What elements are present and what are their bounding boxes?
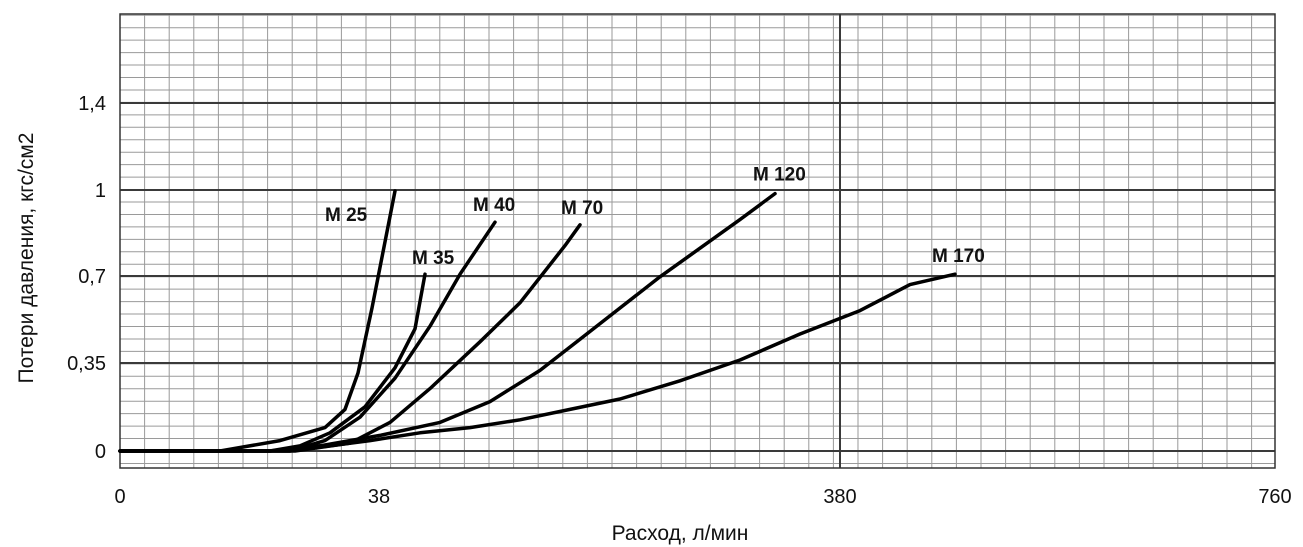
series-line (118, 189, 397, 453)
series-label: М 70 (561, 198, 603, 219)
x-tick-label: 760 (1258, 486, 1291, 508)
tick-labels: 0 38 380 760 0 0,35 0,7 1 1,4 (67, 93, 1292, 508)
y-tick-label: 1,4 (78, 93, 106, 115)
series-label: М 35 (412, 248, 455, 269)
x-tick-label: 38 (368, 486, 390, 508)
series-label: М 40 (473, 195, 515, 216)
plot-frame (119, 13, 1276, 469)
y-tick-label: 1 (95, 180, 106, 202)
chart-grid (119, 14, 1275, 468)
x-tick-label: 0 (114, 486, 125, 508)
y-axis-title: Потери давления, кгс/см2 (15, 133, 38, 384)
series-labels: М 25 М 35 М 40 М 70 М 120 М 170 (325, 165, 985, 270)
series-label: М 120 (753, 165, 806, 186)
x-axis-title: Расход, л/мин (612, 522, 749, 545)
y-tick-label: 0,35 (67, 353, 106, 375)
series-label: М 170 (932, 246, 985, 267)
y-tick-label: 0 (95, 441, 106, 463)
series-line (118, 272, 957, 453)
y-tick-label: 0,7 (78, 266, 106, 288)
series-label: М 25 (325, 205, 368, 226)
x-tick-label: 380 (823, 486, 856, 508)
chart-series (118, 189, 957, 453)
